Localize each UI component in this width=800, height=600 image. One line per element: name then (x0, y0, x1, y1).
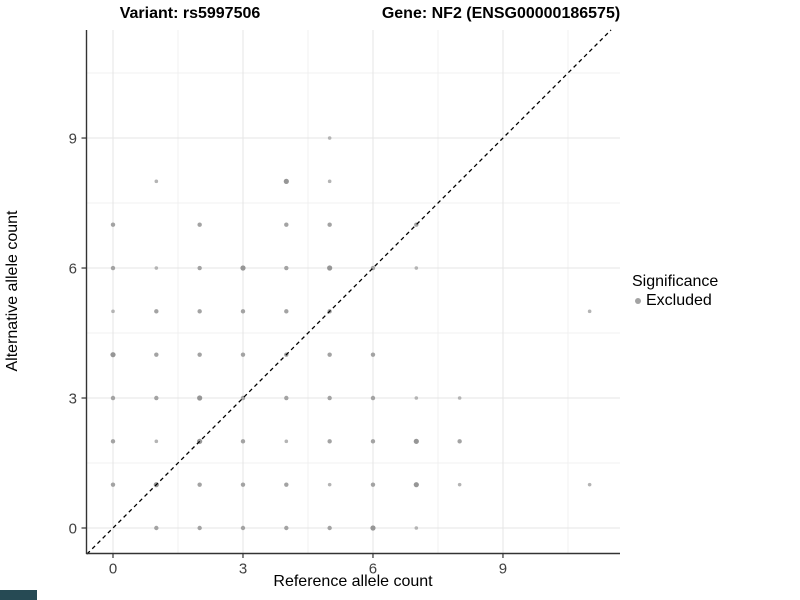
data-point (284, 395, 289, 401)
data-point (154, 266, 159, 270)
data-point (110, 352, 116, 358)
data-point (283, 178, 289, 184)
y-tick-label: 3 (69, 391, 77, 408)
data-point (327, 136, 332, 140)
data-point (240, 352, 246, 357)
x-tick-label: 0 (109, 561, 117, 578)
y-tick-label: 0 (69, 521, 77, 538)
data-point (154, 179, 159, 184)
data-point (457, 396, 462, 400)
data-point (240, 439, 246, 444)
data-point (197, 309, 202, 314)
data-point (370, 395, 376, 401)
y-tick-label: 6 (69, 261, 77, 278)
data-point (327, 395, 332, 401)
data-point (154, 352, 159, 357)
x-tick-label: 3 (239, 561, 247, 578)
data-point (370, 439, 376, 444)
data-point (197, 395, 203, 401)
data-point (110, 395, 116, 401)
data-point (240, 309, 246, 314)
data-point (284, 265, 289, 271)
data-point (414, 526, 419, 530)
data-point (284, 222, 289, 227)
legend: Significance Excluded (632, 273, 718, 310)
data-point (154, 395, 159, 401)
data-point (370, 525, 376, 531)
data-point (197, 525, 202, 531)
data-point (284, 525, 289, 531)
data-point (327, 222, 332, 227)
data-point (414, 396, 419, 400)
data-point (110, 222, 116, 227)
data-point (240, 265, 246, 271)
y-tick-label: 9 (69, 131, 77, 148)
data-point (413, 482, 419, 488)
x-tick-label: 6 (369, 561, 377, 578)
variant-title: Variant: rs5997506 (119, 5, 261, 22)
data-point (327, 439, 332, 444)
data-point (413, 438, 419, 444)
data-point (197, 352, 202, 357)
data-point (327, 265, 333, 271)
data-point (457, 439, 462, 444)
legend-title: Significance (632, 273, 719, 290)
legend-item-label: Excluded (646, 292, 712, 309)
data-point (110, 482, 116, 487)
data-point (587, 482, 592, 487)
excluded-point-icon (635, 298, 641, 304)
data-point (197, 222, 202, 227)
gene-title: Gene: NF2 (ENSG00000186575) (381, 5, 621, 22)
data-point (327, 179, 332, 184)
y-axis-title: Alternative allele count (4, 210, 21, 372)
data-point (110, 265, 116, 271)
legend-item-excluded: Excluded (632, 292, 718, 310)
data-point (370, 482, 376, 487)
data-point (154, 439, 159, 444)
data-point (284, 482, 289, 487)
x-tick-label: 9 (499, 561, 507, 578)
bottom-left-corner-bar (0, 590, 37, 600)
data-point (327, 352, 332, 357)
data-point (154, 309, 159, 314)
data-point (110, 439, 116, 444)
data-point (240, 525, 246, 531)
data-point (327, 482, 332, 487)
data-point (414, 266, 419, 270)
data-point (197, 265, 202, 271)
data-point (284, 439, 289, 444)
x-axis-title: Reference allele count (273, 573, 433, 590)
data-point (154, 525, 159, 531)
data-point (284, 309, 289, 314)
data-point (240, 482, 246, 487)
data-point (327, 525, 332, 531)
identity-line (86, 29, 612, 555)
data-point (457, 482, 462, 487)
data-point (587, 309, 592, 314)
data-point (111, 309, 115, 314)
data-point (370, 352, 376, 357)
data-point (197, 482, 202, 487)
